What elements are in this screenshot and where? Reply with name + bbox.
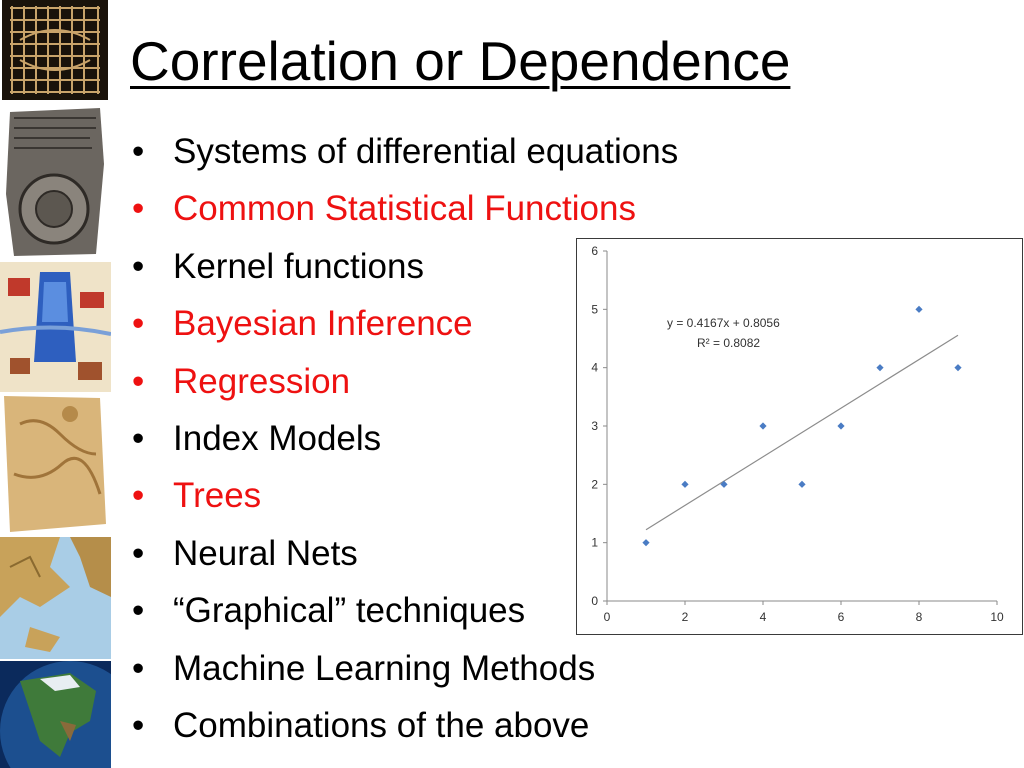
medieval-map-image [0,262,111,392]
data-point [759,422,767,430]
y-tick-label: 4 [591,361,598,375]
data-point [681,480,689,488]
y-tick-label: 1 [591,536,598,550]
bullet-item: • Common Statistical Functions [128,180,678,237]
bullet-text: Kernel functions [173,246,424,286]
bullet-item: • Neural Nets [128,525,678,582]
bullet-text: “Graphical” techniques [173,591,526,631]
bullet-dot: • [132,648,145,688]
bullet-text: Bayesian Inference [173,304,473,344]
bullet-dot: • [132,418,145,458]
bullet-text: Systems of differential equations [173,132,679,171]
scatter-chart: 0 1 2 3 4 5 6 0 2 4 6 8 10 y = 0.4167x + 0.8056 R² = 0… [576,238,1023,635]
data-point [876,364,884,372]
bullet-dot: • [132,591,145,631]
clay-tablet-map-image [0,104,111,259]
bullet-text: Neural Nets [173,533,358,573]
bullet-item: • Regression [128,353,678,410]
bullet-dot: • [132,304,145,344]
bullet-item: • Kernel functions [128,238,678,295]
bullet-dot: • [132,246,145,286]
y-tick-label: 6 [591,244,598,258]
bullet-text: Machine Learning Methods [173,648,596,688]
bullet-item: • Combinations of the above [128,697,678,754]
bullet-text: Index Models [173,418,382,458]
x-tick-label: 10 [990,610,1004,624]
bullet-list: • Systems of differential equations • Comm… [128,123,678,754]
bullet-dot: • [132,533,145,573]
bullet-dot: • [132,476,145,516]
x-tick-label: 4 [760,610,767,624]
slide-title: Correlation or Dependence [130,30,791,92]
x-tick-label: 2 [682,610,689,624]
trendline [645,334,959,531]
data-point [954,364,962,372]
data-point [915,305,923,313]
trendline-equation: y = 0.4167x + 0.8056 [667,316,780,330]
bullet-text: Trees [173,476,262,516]
data-point [642,539,650,547]
bullet-dot: • [132,132,145,171]
scatter-chart-svg: 0 1 2 3 4 5 6 0 2 4 6 8 10 y = 0.4167x + 0.8056 R² = 0… [591,244,1004,624]
y-tick-label: 3 [591,419,598,433]
bullet-text: Regression [173,361,351,401]
bullet-item: • Index Models [128,410,678,467]
north-america-satellite-image [0,661,111,768]
relief-map-image [0,537,111,659]
x-tick-label: 6 [838,610,845,624]
r-squared-label: R² = 0.8082 [697,336,760,350]
bullet-dot: • [132,705,145,745]
x-tick-label: 0 [604,610,611,624]
y-tick-label: 5 [591,302,598,316]
x-tick-label: 8 [916,610,923,624]
bullet-item: • Systems of differential equations [128,123,678,180]
bullet-item: • Machine Learning Methods [128,640,678,697]
y-tick-label: 0 [591,594,598,608]
grid-map-image [2,0,108,100]
data-point [798,480,806,488]
bullet-dot: • [132,189,145,229]
bullet-item: • Bayesian Inference [128,295,678,352]
bullet-item: • Trees [128,467,678,524]
data-point [720,480,728,488]
bullet-text: Combinations of the above [173,705,590,745]
y-tick-label: 2 [591,477,598,491]
bullet-item: • “Graphical” techniques [128,582,678,639]
bullet-dot: • [132,361,145,401]
old-parchment-map-image [0,394,111,534]
bullet-text: Common Statistical Functions [173,189,636,229]
data-point [837,422,845,430]
